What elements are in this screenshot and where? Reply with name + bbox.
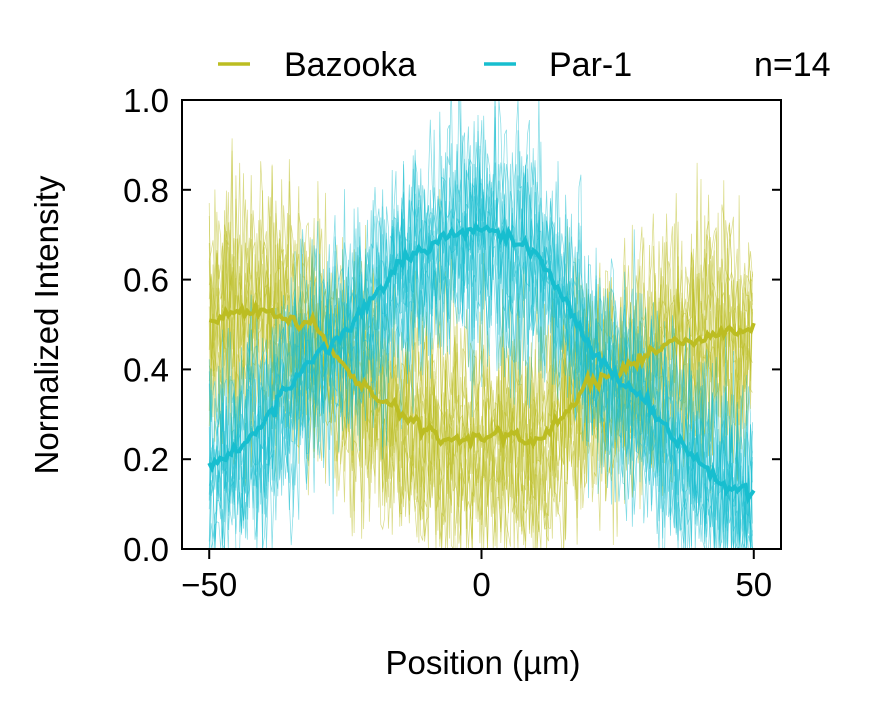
bazooka-trace	[208, 161, 753, 549]
bazooka-trace	[208, 138, 753, 483]
par1-trace	[208, 106, 753, 532]
x-axis: −50 0 50	[181, 549, 772, 603]
par1-trace	[208, 163, 753, 549]
par1-mean-line	[207, 221, 756, 505]
sample-size-annotation: n=14	[754, 46, 831, 84]
y-axis-title: Normalized Intensity	[28, 175, 65, 474]
par1-individual-traces	[208, 100, 753, 549]
y-tick-label: 0.6	[123, 262, 169, 299]
x-axis-title: Position (µm)	[385, 644, 580, 681]
y-tick-label: 0.8	[123, 172, 169, 209]
y-tick-label: 1.0	[123, 82, 169, 119]
y-axis: 0.0 0.2 0.4 0.6 0.8 1.0	[123, 82, 781, 568]
y-tick-label: 0.0	[123, 531, 169, 568]
legend-label-par1: Par-1	[549, 46, 632, 84]
x-tick-label: 50	[735, 566, 772, 603]
legend-label-bazooka: Bazooka	[284, 46, 416, 84]
bazooka-mean-line	[208, 298, 756, 452]
x-tick-label: −50	[181, 566, 237, 603]
par1-trace	[208, 111, 753, 549]
y-tick-label: 0.2	[123, 441, 169, 478]
plot-area	[207, 100, 756, 549]
legend: Bazooka Par-1 n=14	[218, 46, 831, 84]
x-tick-label: 0	[472, 566, 490, 603]
y-tick-label: 0.4	[123, 351, 169, 388]
